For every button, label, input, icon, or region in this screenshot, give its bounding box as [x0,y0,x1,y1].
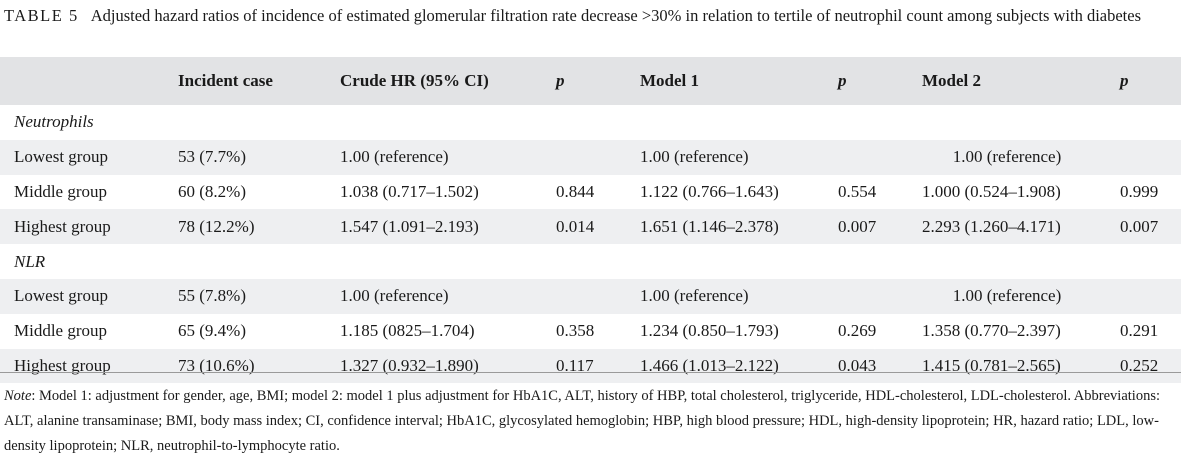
cell-cases: 73 (10.6%) [178,355,255,375]
cell-p: 0.252 [1120,355,1159,375]
cell-p [1106,140,1181,175]
header-cell: p [556,71,565,90]
header-cell: Model 1 [640,71,700,90]
cell-model2: 1.00 (reference) [952,147,1062,167]
cell-crude: 1.038 (0.717–1.502) [340,181,479,201]
cell-cases: 65 (9.4%) [178,321,246,341]
cell-model1: 1.651 (1.146–2.378) [640,216,779,236]
hazard-ratio-table: Incident case Crude HR (95% CI) p Model … [0,57,1181,384]
table-footnote: Note: Model 1: adjustment for gender, ag… [0,384,1181,459]
cell-crude: 1.547 (1.091–2.193) [340,216,479,236]
header-cell [0,57,164,105]
cell-p [542,279,626,314]
cell-p: 0.117 [556,355,594,375]
cell-model2: 1.00 (reference) [952,286,1062,306]
cell-p: 0.291 [1120,321,1159,341]
cell-model2: 1.415 (0.781–2.565) [922,355,1061,375]
cell-model2: 1.358 (0.770–2.397) [922,321,1061,341]
table-row: Lowest group 55 (7.8%) 1.00 (reference) … [0,278,1181,314]
header-row: Incident case Crude HR (95% CI) p Model … [0,57,1181,105]
table-row: Middle group 60 (8.2%) 1.038 (0.717–1.50… [0,175,1181,210]
cell-model1: 1.00 (reference) [640,147,749,167]
cell-p: 0.007 [838,216,877,236]
cell-cases: 53 (7.7%) [178,147,246,167]
cell-crude: 1.185 (0825–1.704) [340,321,475,341]
header-cell: p [838,71,847,90]
cell-cases: 60 (8.2%) [178,181,246,201]
cell-group: Middle group [14,321,108,341]
cell-model1: 1.00 (reference) [640,286,749,306]
note-label: Note [4,388,32,404]
cell-model1: 1.234 (0.850–1.793) [640,321,779,341]
table-title: Adjusted hazard ratios of incidence of e… [90,6,1142,25]
cell-p: 0.999 [1120,181,1159,201]
cell-group: Middle group [14,181,108,201]
table-label: TABLE 5 [4,6,79,25]
table-row: Highest group 78 (12.2%) 1.547 (1.091–2.… [0,209,1181,245]
cell-p: 0.554 [838,181,877,201]
cell-p [542,140,626,175]
cell-crude: 1.00 (reference) [340,147,449,167]
cell-p: 0.014 [556,216,595,236]
cell-group: Highest group [14,216,111,236]
cell-crude: 1.327 (0.932–1.890) [340,355,479,375]
cell-model2: 2.293 (1.260–4.171) [922,216,1061,236]
table-row: Highest group 73 (10.6%) 1.327 (0.932–1.… [0,348,1181,384]
cell-p: 0.007 [1120,216,1159,236]
cell-p: 0.358 [556,321,595,341]
section-title: Neutrophils [14,112,94,132]
cell-model1: 1.122 (0.766–1.643) [640,181,779,201]
table-row: Lowest group 53 (7.7%) 1.00 (reference) … [0,139,1181,175]
section-row: NLR [0,244,1181,279]
cell-p: 0.844 [556,181,595,201]
cell-group: Lowest group [14,147,108,167]
header-cell: Model 2 [922,71,982,90]
cell-p [824,279,908,314]
cell-p: 0.043 [838,355,877,375]
cell-group: Highest group [14,355,111,375]
cell-p: 0.269 [838,321,877,341]
cell-crude: 1.00 (reference) [340,286,449,306]
cell-group: Lowest group [14,286,108,306]
table-bottom-rule [0,372,1181,373]
header-cell: Incident case [178,71,273,90]
cell-cases: 55 (7.8%) [178,286,246,306]
header-cell: p [1120,71,1129,90]
cell-model1: 1.466 (1.013–2.122) [640,355,779,375]
cell-p [824,140,908,175]
table-caption: TABLE 5 Adjusted hazard ratios of inciden… [0,0,1181,28]
header-cell: Crude HR (95% CI) [340,71,489,90]
cell-p [1106,279,1181,314]
section-title: NLR [14,251,46,271]
note-text: : Model 1: adjustment for gender, age, B… [4,388,1160,454]
section-row: Neutrophils [0,105,1181,140]
cell-cases: 78 (12.2%) [178,216,255,236]
cell-model2: 1.000 (0.524–1.908) [922,181,1061,201]
table-row: Middle group 65 (9.4%) 1.185 (0825–1.704… [0,314,1181,349]
